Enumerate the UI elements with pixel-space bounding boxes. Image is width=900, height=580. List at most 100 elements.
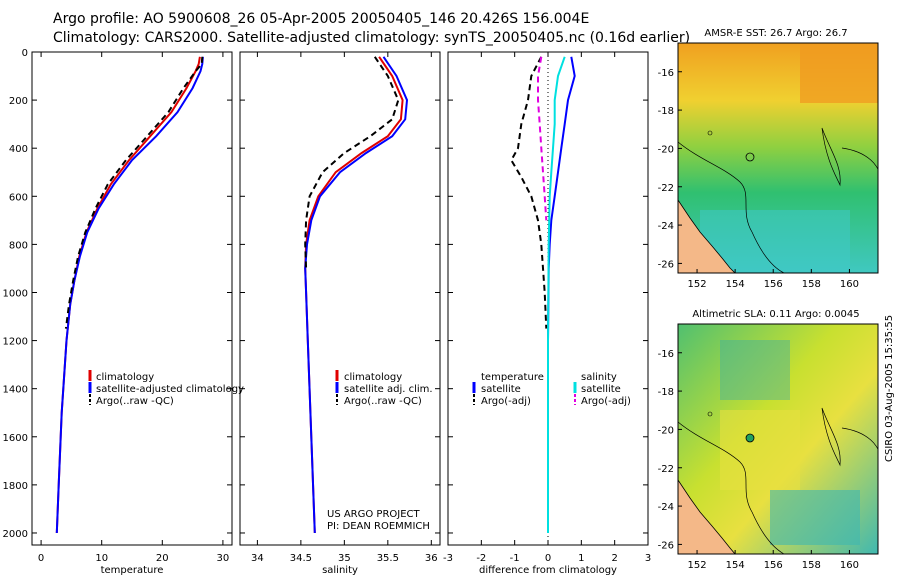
y-tick-label: 1600 <box>3 433 28 444</box>
y-tick-label: 1200 <box>3 337 28 348</box>
legend-satellite-adj: satellite adj. clim. <box>344 384 433 395</box>
sla-low-patch <box>770 490 860 545</box>
map-x-tick-label: 154 <box>726 560 745 571</box>
sla-argo-location-marker <box>745 433 755 443</box>
legend-argo: Argo(..raw -QC) <box>344 396 422 407</box>
sla-high-patch <box>720 410 800 490</box>
sla-map-title: Altimetric SLA: 0.11 Argo: 0.0045 <box>692 309 859 320</box>
series-line-argo-adj- <box>537 56 548 221</box>
y-tick-label: 0 <box>22 48 28 59</box>
map-y-tick-label: -18 <box>658 106 674 117</box>
x-tick-label: -1 <box>510 553 520 564</box>
series-line-climatology <box>304 56 404 534</box>
temperature-axes-box <box>31 51 233 546</box>
series-line-satellite <box>547 56 576 533</box>
y-tick-label: 1800 <box>3 481 28 492</box>
difference-x-label: difference from climatology <box>479 565 617 576</box>
map-y-tick-label: -26 <box>658 259 674 270</box>
sst-argo-location-marker <box>745 152 755 162</box>
map-x-tick-label: 154 <box>726 279 745 290</box>
difference-panel: -3 -2 -1 0 1 2 3 difference from climatology t… <box>443 51 651 576</box>
x-tick-label: -2 <box>476 553 486 564</box>
temperature-legend: climatology satellite-adjusted climatolo… <box>88 370 244 407</box>
x-tick-label: 34.5 <box>290 553 312 564</box>
map-y-tick-label: -20 <box>658 144 674 155</box>
legend-climatology: climatology <box>96 372 154 383</box>
map-x-tick-label: 152 <box>688 279 707 290</box>
x-tick-label: 0 <box>545 553 551 564</box>
sst-map-frame <box>677 42 879 274</box>
salinity-axes-box <box>239 51 441 546</box>
map-x-tick-label: 156 <box>764 560 783 571</box>
series-line-argo-adj- <box>510 56 548 329</box>
x-tick-label: -3 <box>443 553 453 564</box>
salinity-legend: climatology satellite adj. clim. Argo(..… <box>335 370 433 407</box>
map-x-tick-label: 160 <box>840 560 859 571</box>
map-x-tick-label: 158 <box>802 279 821 290</box>
sst-reef-contour <box>677 141 785 274</box>
sla-plateau-contour <box>821 407 841 467</box>
map-y-tick-label: -24 <box>658 221 674 232</box>
x-tick-label: 36 <box>425 553 438 564</box>
x-tick-label: 3 <box>645 553 651 564</box>
map-y-tick-label: -22 <box>658 183 674 194</box>
credit-project: US ARGO PROJECT <box>327 509 421 520</box>
series-line-climatology <box>55 56 201 534</box>
x-tick-label: 34 <box>251 553 264 564</box>
figure-title-line2: Climatology: CARS2000. Satellite-adjuste… <box>53 30 691 46</box>
sla-reef-contour <box>677 421 785 555</box>
sla-map-frame <box>677 323 879 555</box>
sst-map-title: AMSR-E SST: 26.7 Argo: 26.7 <box>704 28 847 39</box>
x-tick-label: 1 <box>578 553 584 564</box>
figure-title-line1: Argo profile: AO 5900608_26 05-Apr-2005 … <box>53 11 590 27</box>
legend-temp-satellite: satellite <box>481 384 521 395</box>
map-x-tick-label: 158 <box>802 560 821 571</box>
series-line-satellite-adjusted-climatology <box>55 56 204 534</box>
map-y-tick-label: -26 <box>658 540 674 551</box>
sst-plateau-contour <box>821 127 841 187</box>
difference-legend: temperature satellite Argo(-adj) salinit… <box>472 372 631 407</box>
map-x-tick-label: 156 <box>764 279 783 290</box>
map-x-tick-label: 160 <box>840 279 859 290</box>
legend-argo: Argo(..raw -QC) <box>96 396 174 407</box>
map-y-tick-label: -16 <box>658 349 674 360</box>
salinity-panel: 34 34.5 35 35.5 36 salinity climatology sate… <box>239 51 441 576</box>
legend-salinity-heading: salinity <box>581 372 617 383</box>
legend-satellite-adjusted: satellite-adjusted climatology <box>96 384 244 395</box>
temperature-panel: 0 10 20 30 0 200 400 600 800 1000 1200 1400 1600 1800… <box>3 48 244 576</box>
sst-map-panel: AMSR-E SST: 26.7 Argo: 26.7 152 154 156 158… <box>658 28 879 290</box>
salinity-x-label: salinity <box>322 565 358 576</box>
legend-temperature-heading: temperature <box>481 372 544 383</box>
map-y-tick-label: -16 <box>658 68 674 79</box>
timestamp-label: CSIRO 03-Aug-2005 15:35:55 <box>884 315 895 462</box>
y-tick-label: 200 <box>9 96 28 107</box>
x-tick-label: 0 <box>38 553 44 564</box>
series-line-argo-raw-qc- <box>304 56 400 269</box>
series-line-satellite <box>547 56 566 533</box>
sla-map-panel: Altimetric SLA: 0.11 Argo: 0.0045 152 154… <box>658 309 879 571</box>
y-tick-label: 600 <box>9 192 28 203</box>
temperature-x-label: temperature <box>101 565 164 576</box>
y-tick-label: 800 <box>9 240 28 251</box>
legend-sal-argo: Argo(-adj) <box>581 396 631 407</box>
y-tick-label: 2000 <box>3 529 28 540</box>
series-line-satellite-adj-clim- <box>304 56 409 534</box>
series-line-argo-raw-qc- <box>64 56 204 329</box>
credit-pi: PI: DEAN ROEMMICH <box>327 521 430 532</box>
x-tick-label: 10 <box>95 553 108 564</box>
map-y-tick-label: -22 <box>658 464 674 475</box>
sst-warm-patch <box>800 43 878 103</box>
x-tick-label: 30 <box>217 553 230 564</box>
x-tick-label: 35 <box>338 553 351 564</box>
y-tick-label: 400 <box>9 144 28 155</box>
x-tick-label: 35.5 <box>377 553 399 564</box>
map-y-tick-label: -20 <box>658 425 674 436</box>
map-x-tick-label: 152 <box>688 560 707 571</box>
x-tick-label: 20 <box>156 553 169 564</box>
x-tick-label: 2 <box>611 553 617 564</box>
y-tick-label: 1400 <box>3 385 28 396</box>
map-y-tick-label: -18 <box>658 387 674 398</box>
legend-temp-argo: Argo(-adj) <box>481 396 531 407</box>
y-tick-label: 1000 <box>3 288 28 299</box>
